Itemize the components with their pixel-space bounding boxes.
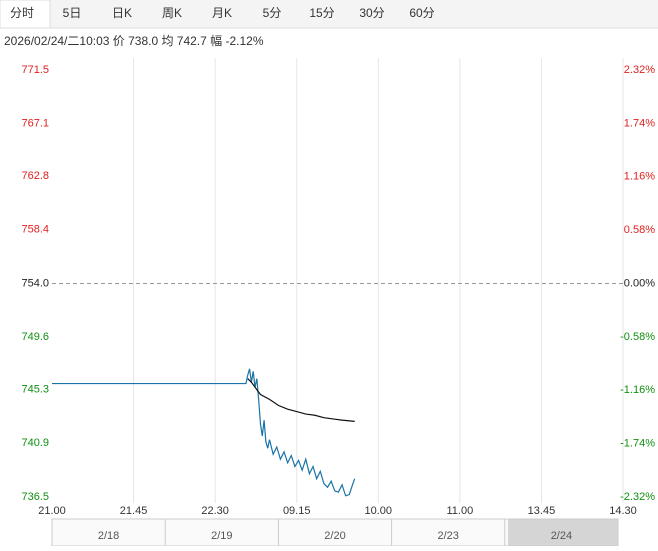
tab[interactable]: 5日 <box>63 6 82 20</box>
x-tick-label: 09.15 <box>283 505 311 517</box>
tab[interactable]: 30分 <box>359 6 384 20</box>
price-line <box>52 368 356 497</box>
navigator-label[interactable]: 2/19 <box>211 530 232 542</box>
info-line: 2026/02/24/二10:03 价 738.0 均 742.7 幅 -2.1… <box>4 33 264 48</box>
tab[interactable]: 分时 <box>10 6 34 20</box>
tab-bar <box>0 0 658 28</box>
tab[interactable]: 5分 <box>263 6 282 20</box>
navigator-label[interactable]: 2/20 <box>324 530 345 542</box>
y2-tick-label: 0.00% <box>624 277 655 289</box>
x-tick-label: 14.30 <box>609 505 637 517</box>
y2-tick-label: -2.32% <box>620 491 655 503</box>
x-tick-label: 21.45 <box>120 505 148 517</box>
tab[interactable]: 月K <box>212 6 232 20</box>
y-tick-label: 736.5 <box>21 491 49 503</box>
navigator-handle[interactable] <box>508 519 618 546</box>
tab-selected[interactable] <box>0 0 51 29</box>
y-tick-label: 758.4 <box>21 224 49 236</box>
y-tick-label: 771.5 <box>21 64 49 76</box>
y-tick-label: 754.0 <box>21 277 49 289</box>
y2-tick-label: 1.74% <box>624 117 655 129</box>
price-line <box>247 378 355 422</box>
tab[interactable]: 15分 <box>309 6 334 20</box>
navigator-label[interactable]: 2/23 <box>437 530 458 542</box>
y2-tick-label: 0.58% <box>624 224 655 236</box>
tab[interactable]: 周K <box>162 6 182 20</box>
y-tick-label: 749.6 <box>21 331 49 343</box>
y2-tick-label: 2.32% <box>624 64 655 76</box>
y2-tick-label: -1.16% <box>620 384 655 396</box>
navigator-label[interactable]: 2/18 <box>98 530 119 542</box>
x-tick-label: 22.30 <box>201 505 229 517</box>
navigator-label[interactable]: 2/24 <box>551 530 572 542</box>
y2-tick-label: -0.58% <box>620 331 655 343</box>
y-tick-label: 740.9 <box>21 437 49 449</box>
x-tick-label: 13.45 <box>528 505 556 517</box>
x-tick-label: 10.00 <box>365 505 393 517</box>
y2-tick-label: -1.74% <box>620 438 655 450</box>
y-tick-label: 762.8 <box>21 170 49 182</box>
y-tick-label: 767.1 <box>21 118 49 130</box>
x-tick-label: 11.00 <box>446 505 473 517</box>
y-tick-label: 745.3 <box>21 384 49 396</box>
x-tick-label: 21.00 <box>38 505 66 517</box>
y2-tick-label: 1.16% <box>624 171 655 183</box>
tab[interactable]: 60分 <box>409 6 434 20</box>
tab[interactable]: 日K <box>112 6 132 20</box>
